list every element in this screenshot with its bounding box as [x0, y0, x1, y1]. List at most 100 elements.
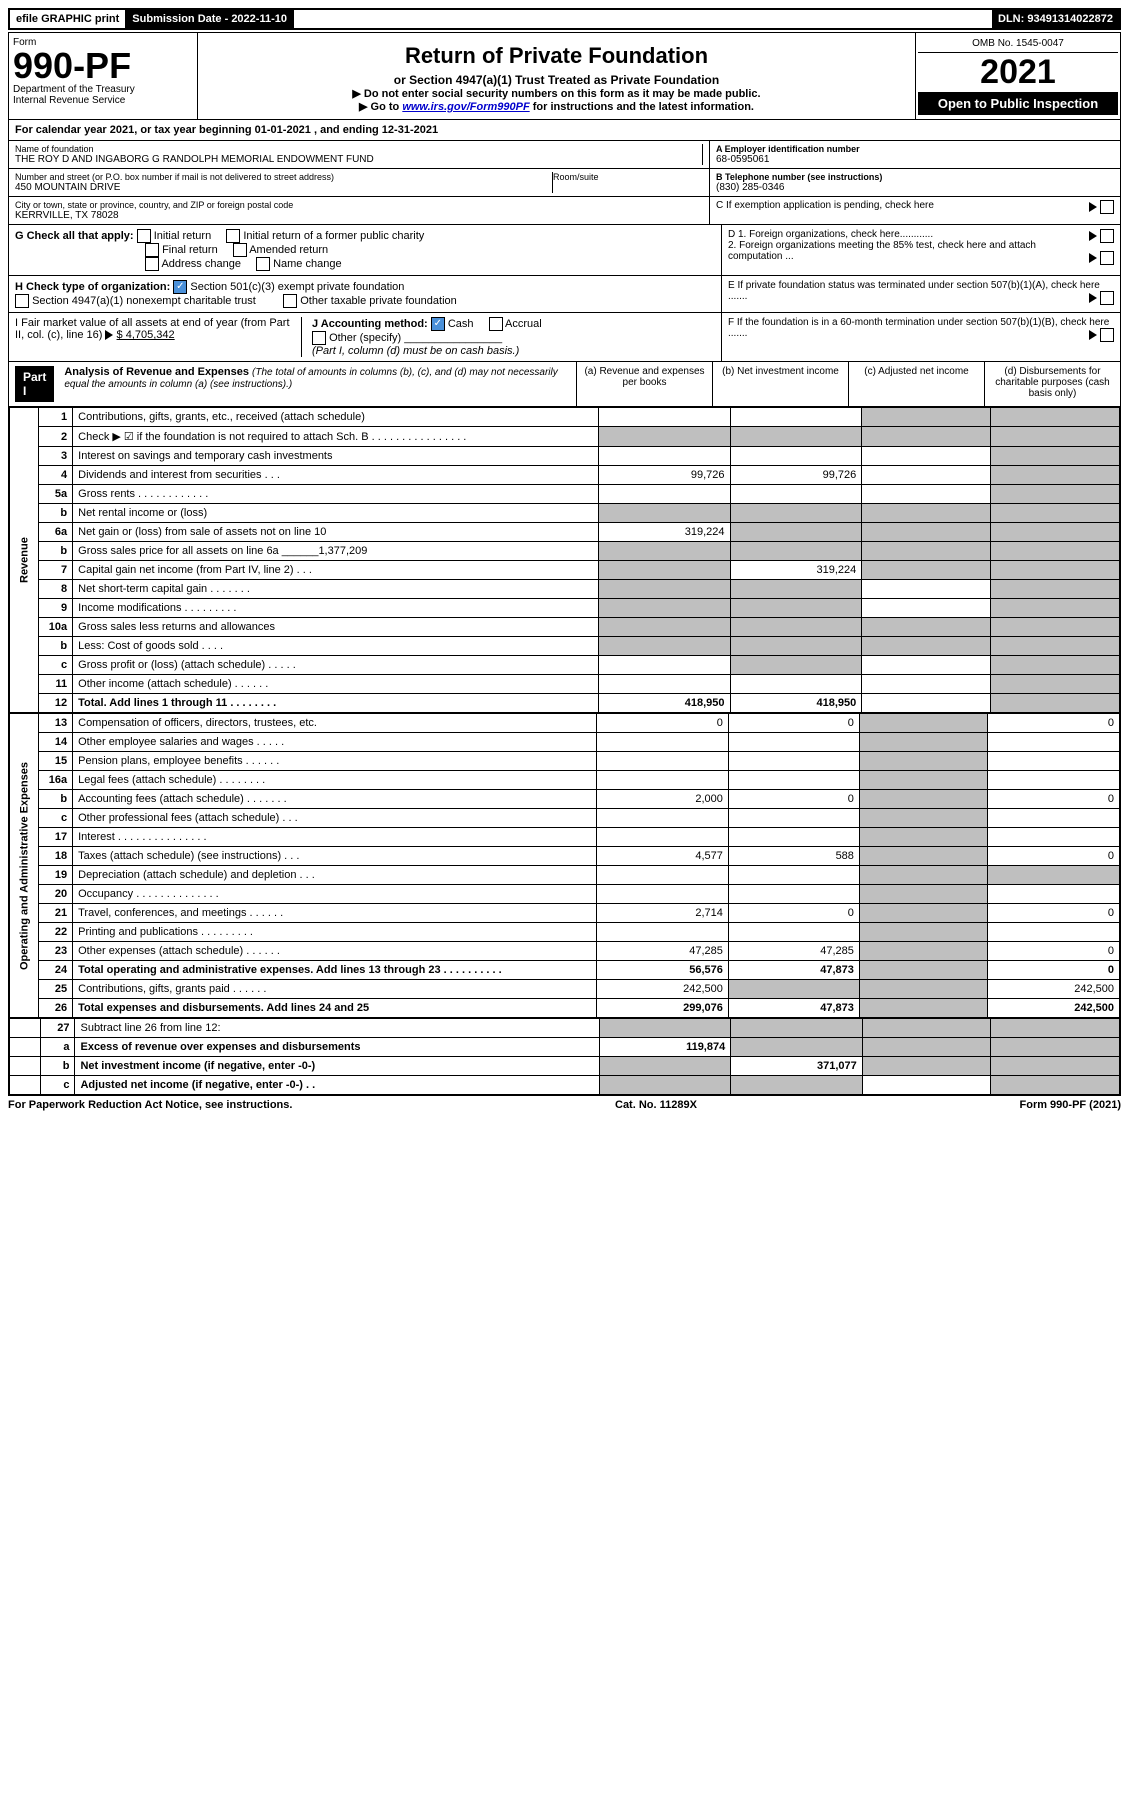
cell-amount — [597, 828, 729, 847]
cell-amount: 371,077 — [731, 1057, 863, 1076]
cell-shaded — [730, 542, 862, 561]
table-row: 6aNet gain or (loss) from sale of assets… — [10, 523, 1120, 542]
cell-shaded — [862, 542, 991, 561]
line-num: b — [38, 504, 73, 523]
cell-amount — [862, 656, 991, 675]
line-num: b — [38, 542, 73, 561]
line-desc: Pension plans, employee benefits . . . .… — [73, 752, 597, 771]
table-row: Revenue1Contributions, gifts, grants, et… — [10, 408, 1120, 427]
g-name-checkbox[interactable] — [256, 257, 270, 271]
cell-shaded — [991, 637, 1120, 656]
line-num: 9 — [38, 599, 73, 618]
ein-label: A Employer identification number — [716, 144, 1114, 154]
cell-shaded — [731, 1019, 863, 1038]
cell-shaded — [598, 580, 730, 599]
h-501c3-checkbox[interactable] — [173, 280, 187, 294]
instr2-post: for instructions and the latest informat… — [530, 101, 754, 113]
cell-amount — [598, 485, 730, 504]
table-row: 23Other expenses (attach schedule) . . .… — [10, 942, 1120, 961]
table-row: 26Total expenses and disbursements. Add … — [10, 999, 1120, 1018]
g-initial-checkbox[interactable] — [137, 229, 151, 243]
arrow-icon — [1089, 293, 1097, 303]
cell-amount — [862, 485, 991, 504]
cell-shaded — [862, 1038, 991, 1057]
col-c-header: (c) Adjusted net income — [848, 362, 984, 406]
line-num: 26 — [38, 999, 73, 1018]
expenses-table: Operating and Administrative Expenses13C… — [9, 713, 1120, 1018]
line-desc: Total expenses and disbursements. Add li… — [73, 999, 597, 1018]
cell-amount: 418,950 — [598, 694, 730, 713]
cell-shaded — [991, 485, 1120, 504]
cell-amount — [728, 752, 859, 771]
line-desc: Interest on savings and temporary cash i… — [73, 447, 599, 466]
d1-checkbox[interactable] — [1100, 229, 1114, 243]
d-section: D 1. Foreign organizations, check here..… — [721, 225, 1120, 275]
g-section: G Check all that apply: Initial return I… — [9, 225, 721, 275]
cell-amount — [597, 752, 729, 771]
g-opt-4: Address change — [161, 258, 241, 270]
line-desc: Printing and publications . . . . . . . … — [73, 923, 597, 942]
cell-amount — [988, 885, 1120, 904]
c-checkbox[interactable] — [1100, 200, 1114, 214]
h-label: H Check type of organization: — [15, 281, 170, 293]
table-row: Operating and Administrative Expenses13C… — [10, 714, 1120, 733]
cell-shaded — [991, 1076, 1120, 1095]
h-opt-2: Section 4947(a)(1) nonexempt charitable … — [32, 295, 256, 307]
g-address-checkbox[interactable] — [145, 257, 159, 271]
line-desc: Other employee salaries and wages . . . … — [73, 733, 597, 752]
table-row: 17Interest . . . . . . . . . . . . . . . — [10, 828, 1120, 847]
line-num: 13 — [38, 714, 73, 733]
header-left: Form 990-PF Department of the Treasury I… — [9, 33, 198, 119]
line-desc: Capital gain net income (from Part IV, l… — [73, 561, 599, 580]
line-num: b — [38, 637, 73, 656]
col-a-header: (a) Revenue and expenses per books — [576, 362, 712, 406]
h-4947-checkbox[interactable] — [15, 294, 29, 308]
line-num: c — [41, 1076, 75, 1095]
calendar-year: For calendar year 2021, or tax year begi… — [9, 120, 1120, 141]
line-desc: Other expenses (attach schedule) . . . .… — [73, 942, 597, 961]
cell-shaded — [988, 866, 1120, 885]
cell-amount — [598, 408, 730, 427]
g-final-checkbox[interactable] — [145, 243, 159, 257]
cell-amount: 0 — [988, 790, 1120, 809]
table-row: cAdjusted net income (if negative, enter… — [10, 1076, 1120, 1095]
table-row: 19Depreciation (attach schedule) and dep… — [10, 866, 1120, 885]
cell-shaded — [991, 408, 1120, 427]
g-amended-checkbox[interactable] — [233, 243, 247, 257]
table-row: 25Contributions, gifts, grants paid . . … — [10, 980, 1120, 999]
cell-shaded — [991, 656, 1120, 675]
cell-amount — [730, 447, 862, 466]
cell-shaded — [991, 523, 1120, 542]
cell-shaded — [730, 637, 862, 656]
d2-checkbox[interactable] — [1100, 251, 1114, 265]
line-num: b — [41, 1057, 75, 1076]
line-num: 4 — [38, 466, 73, 485]
line-desc: Gross profit or (loss) (attach schedule)… — [73, 656, 599, 675]
cell-amount: 588 — [728, 847, 859, 866]
j-cash-checkbox[interactable] — [431, 317, 445, 331]
cell-shaded — [599, 1076, 731, 1095]
cell-amount — [730, 485, 862, 504]
arrow-icon — [1089, 253, 1097, 263]
e-checkbox[interactable] — [1100, 291, 1114, 305]
line-desc: Accounting fees (attach schedule) . . . … — [73, 790, 597, 809]
g-initial-public-checkbox[interactable] — [226, 229, 240, 243]
cell-amount: 0 — [988, 904, 1120, 923]
cell-shaded — [859, 828, 988, 847]
cell-amount — [988, 771, 1120, 790]
cell-amount — [862, 675, 991, 694]
irs-link[interactable]: www.irs.gov/Form990PF — [402, 101, 529, 113]
cell-amount: 47,873 — [728, 999, 859, 1018]
j-other-checkbox[interactable] — [312, 331, 326, 345]
cell-shaded — [859, 999, 988, 1018]
bottom-table: 27Subtract line 26 from line 12:aExcess … — [9, 1018, 1120, 1095]
cell-shaded — [730, 580, 862, 599]
j-accrual-checkbox[interactable] — [489, 317, 503, 331]
cell-shaded — [730, 523, 862, 542]
line-desc: Contributions, gifts, grants, etc., rece… — [73, 408, 599, 427]
f-checkbox[interactable] — [1100, 328, 1114, 342]
h-other-checkbox[interactable] — [283, 294, 297, 308]
efile-label: efile GRAPHIC print — [10, 10, 126, 28]
cell-amount — [597, 771, 729, 790]
d2-label: 2. Foreign organizations meeting the 85%… — [728, 240, 1036, 262]
